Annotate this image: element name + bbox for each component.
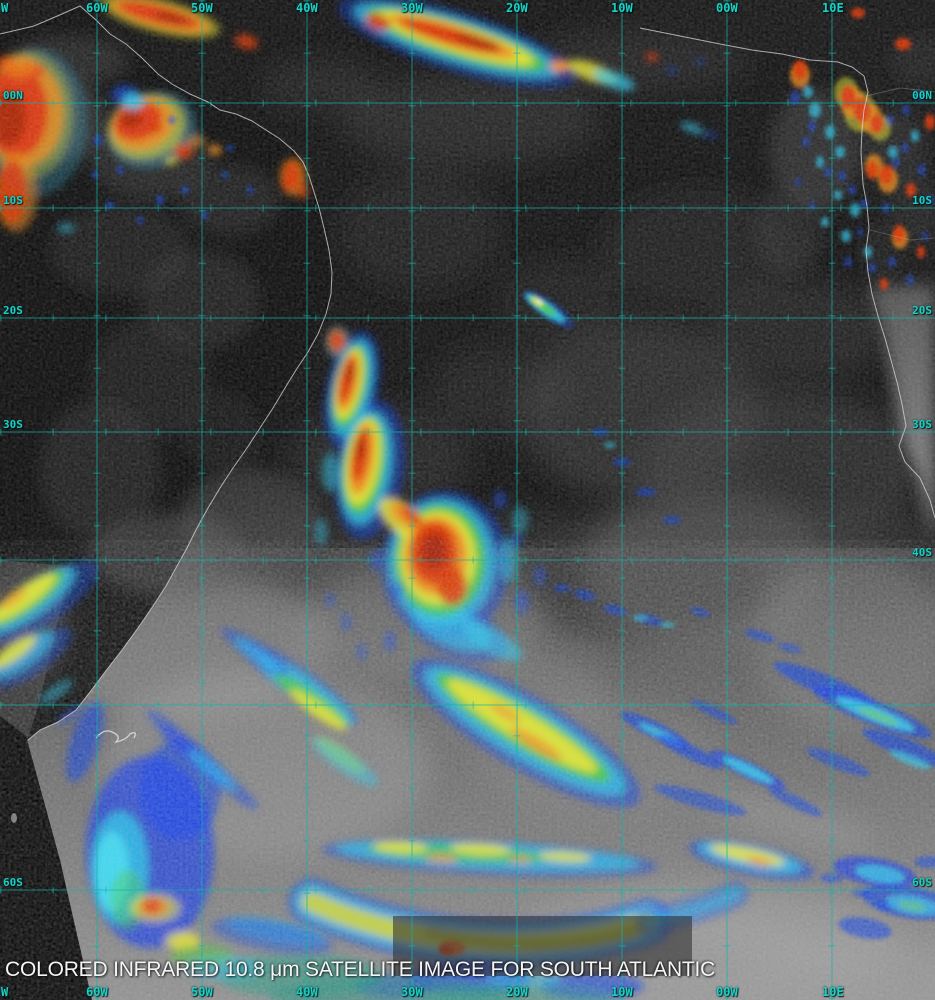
lon-label-bottom: 20W [506,985,528,999]
lat-label-left: 60S [3,876,23,889]
lon-label-bottom: 10W [611,985,633,999]
lat-label-right: 00N [912,89,932,102]
lon-label-top: 60W [86,1,108,15]
lon-label-bottom: 00W [716,985,738,999]
lon-label-bottom: W [1,985,9,999]
lat-label-right: 30S [912,418,932,431]
caption-title: COLORED INFRARED 10.8 μm SATELLITE IMAGE… [5,958,716,981]
lon-label-top: 30W [401,1,423,15]
lon-label-bottom: 60W [86,985,108,999]
lat-label-right: 60S [912,876,932,889]
lon-label-top: W [1,1,9,15]
grain-upper [0,0,935,540]
caption: COLORED INFRARED 10.8 μm SATELLITE IMAGE… [5,914,715,1000]
lon-label-bottom: 30W [401,985,423,999]
lat-label-left: 20S [3,304,23,317]
lon-label-top: 10E [822,1,844,15]
lon-label-bottom: 10E [822,985,844,999]
lat-label-left: 10S [3,194,23,207]
lon-label-bottom: 40W [296,985,318,999]
lon-label-top: 20W [506,1,528,15]
lon-label-top: 10W [611,1,633,15]
caption-backdrop [393,916,692,976]
lon-label-bottom: 50W [191,985,213,999]
lat-label-right: 40S [912,546,932,559]
lon-label-top: 40W [296,1,318,15]
lat-label-right: 20S [912,304,932,317]
lat-label-left: 30S [3,418,23,431]
lon-label-top: 00W [716,1,738,15]
lat-label-left: 00N [3,89,23,102]
lat-label-right: 10S [912,194,932,207]
lon-label-top: 50W [191,1,213,15]
